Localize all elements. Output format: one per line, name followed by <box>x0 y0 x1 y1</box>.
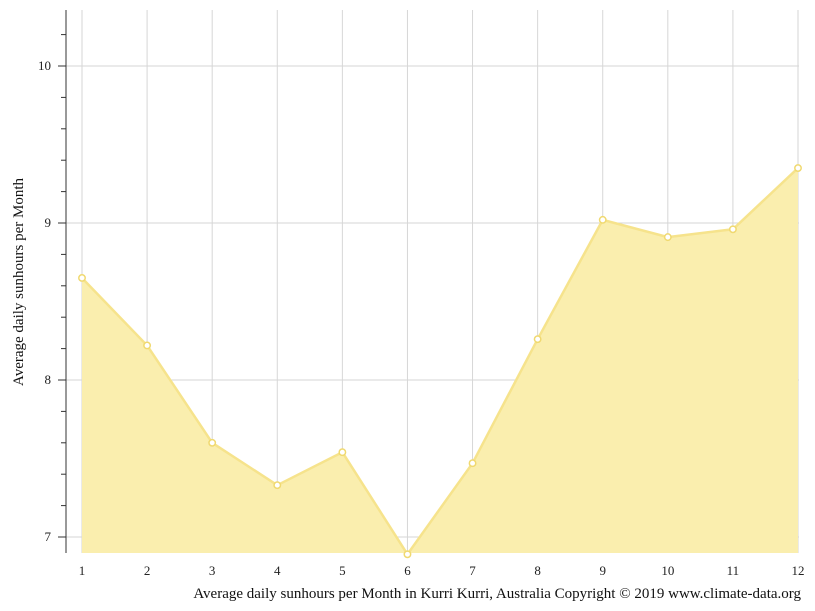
data-point[interactable] <box>273 481 282 490</box>
area-fill <box>82 168 798 555</box>
data-point[interactable] <box>468 459 477 468</box>
x-tick-label: 8 <box>534 563 541 578</box>
axis-layer <box>58 10 67 553</box>
data-point[interactable] <box>663 233 672 242</box>
data-point[interactable] <box>143 341 152 350</box>
data-point[interactable] <box>208 438 217 447</box>
data-point[interactable] <box>403 550 412 559</box>
x-tick-label: 1 <box>79 563 86 578</box>
data-point[interactable] <box>794 164 802 173</box>
y-axis-title: Average daily sunhours per Month <box>11 178 27 387</box>
x-tick-label: 9 <box>599 563 606 578</box>
data-point[interactable] <box>533 335 542 344</box>
y-tick-label: 9 <box>45 215 52 230</box>
x-tick-label: 5 <box>339 563 346 578</box>
y-tick-label: 10 <box>38 58 51 73</box>
x-tick-label: 10 <box>661 563 674 578</box>
x-tick-label: 6 <box>404 563 411 578</box>
data-point[interactable] <box>728 225 737 234</box>
y-tick-label: 7 <box>45 529 52 544</box>
x-tick-label: 7 <box>469 563 476 578</box>
data-point[interactable] <box>78 274 86 282</box>
marker-layer <box>78 164 802 559</box>
series-line <box>81 167 799 556</box>
x-axis-title: Average daily sunhours per Month in Kurr… <box>193 586 801 602</box>
x-tick-label: 4 <box>274 563 281 578</box>
x-tick-label: 2 <box>144 563 151 578</box>
x-tick-label: 12 <box>792 563 805 578</box>
x-tick-label: 11 <box>727 563 740 578</box>
y-tick-label: 8 <box>45 372 52 387</box>
data-point[interactable] <box>598 215 607 224</box>
area-layer <box>81 167 799 556</box>
x-tick-label: 3 <box>209 563 216 578</box>
data-point[interactable] <box>338 448 347 457</box>
